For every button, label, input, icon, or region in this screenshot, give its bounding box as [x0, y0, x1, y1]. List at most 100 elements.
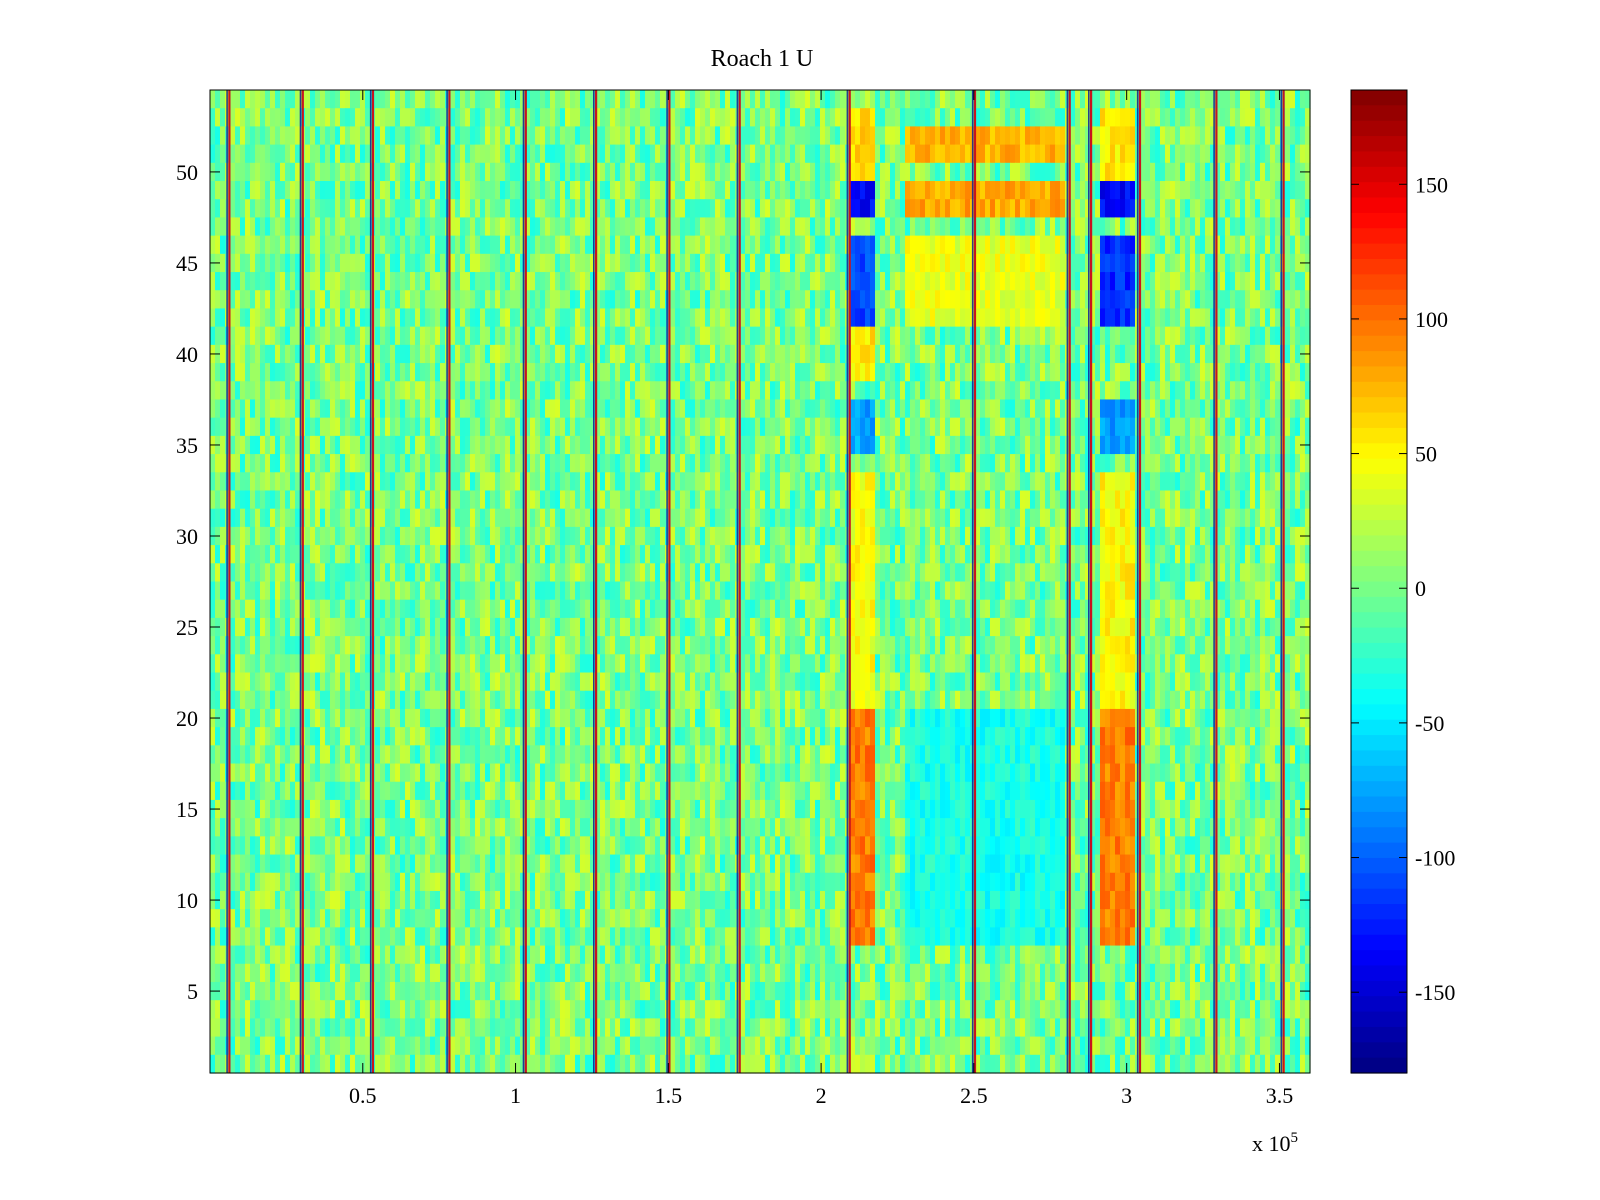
heatmap-cell	[340, 308, 346, 328]
heatmap-cell	[460, 363, 466, 382]
heatmap-cell	[1090, 126, 1096, 146]
heatmap-cell	[1245, 162, 1251, 182]
heatmap-cell	[400, 90, 406, 109]
heatmap-cell	[380, 217, 386, 237]
heatmap-cell	[1270, 454, 1276, 473]
heatmap-cell	[355, 253, 361, 273]
heatmap-cell	[1140, 235, 1146, 255]
heatmap-cell	[715, 290, 721, 310]
heatmap-cell	[1195, 454, 1201, 473]
heatmap-cell	[1115, 90, 1121, 109]
heatmap-cell	[880, 490, 886, 510]
heatmap-cell	[780, 272, 786, 291]
heatmap-cell	[565, 126, 571, 146]
heatmap-cell	[1050, 90, 1056, 109]
heatmap-cell	[545, 290, 551, 310]
heatmap-cell	[790, 381, 796, 401]
heatmap-cell	[515, 126, 521, 146]
heatmap-cell	[1045, 381, 1051, 401]
heatmap-cell	[650, 253, 656, 273]
heatmap-cell	[855, 199, 861, 219]
heatmap-cell	[1040, 363, 1046, 382]
heatmap-cell	[690, 308, 696, 328]
heatmap-cell	[720, 235, 726, 255]
heatmap-cell	[365, 253, 371, 273]
heatmap-cell	[950, 235, 956, 255]
heatmap-cell	[975, 490, 981, 510]
heatmap-cell	[560, 363, 566, 382]
heatmap-cell	[260, 272, 266, 291]
heatmap-cell	[635, 308, 641, 328]
heatmap-cell	[1005, 399, 1011, 419]
heatmap-cell	[790, 181, 796, 200]
heatmap-cell	[1235, 162, 1241, 182]
heatmap-cell	[705, 472, 711, 492]
heatmap-cell	[355, 308, 361, 328]
heatmap-cell	[685, 272, 691, 291]
heatmap-cell	[950, 344, 956, 364]
heatmap-cell	[490, 235, 496, 255]
heatmap-cell	[990, 199, 996, 219]
heatmap-cell	[575, 344, 581, 364]
heatmap-cell	[890, 199, 896, 219]
heatmap-cell	[900, 235, 906, 255]
heatmap-cell	[650, 217, 656, 237]
heatmap-cell	[1035, 363, 1041, 382]
heatmap-cell	[820, 363, 826, 382]
heatmap-cell	[270, 417, 276, 437]
heatmap-cell	[1160, 272, 1166, 291]
heatmap-cell	[850, 472, 856, 492]
heatmap-cell	[835, 399, 841, 419]
heatmap-cell	[1060, 326, 1066, 346]
heatmap-cell	[635, 417, 641, 437]
heatmap-cell	[1020, 162, 1026, 182]
heatmap-cell	[1250, 217, 1256, 237]
heatmap-cell	[1155, 381, 1161, 401]
heatmap-cell	[1080, 435, 1086, 455]
heatmap-cell	[465, 454, 471, 473]
heatmap-cell	[465, 290, 471, 310]
heatmap-cell	[365, 326, 371, 346]
heatmap-cell	[1035, 326, 1041, 346]
heatmap-cell	[795, 272, 801, 291]
heatmap-cell	[385, 363, 391, 382]
heatmap-cell	[1025, 363, 1031, 382]
heatmap-cell	[490, 363, 496, 382]
heatmap-cell	[555, 181, 561, 200]
heatmap-cell	[270, 344, 276, 364]
heatmap-cell	[1200, 290, 1206, 310]
heatmap-cell	[260, 90, 266, 109]
heatmap-cell	[870, 417, 876, 437]
heatmap-cell	[480, 363, 486, 382]
heatmap-cell	[260, 326, 266, 346]
heatmap-cell	[1000, 363, 1006, 382]
heatmap-cell	[855, 472, 861, 492]
heatmap-cell	[1300, 417, 1306, 437]
heatmap-cell	[700, 162, 706, 182]
heatmap-cell	[1215, 363, 1221, 382]
heatmap-cell	[910, 290, 916, 310]
heatmap-cell	[1190, 272, 1196, 291]
heatmap-cell	[915, 399, 921, 419]
heatmap-cell	[1295, 253, 1301, 273]
heatmap-cell	[840, 417, 846, 437]
heatmap-cell	[1075, 363, 1081, 382]
heatmap-cell	[1095, 199, 1101, 219]
heatmap-cell	[1210, 144, 1216, 164]
heatmap-cell	[805, 344, 811, 364]
heatmap-cell	[780, 326, 786, 346]
heatmap-cell	[710, 344, 716, 364]
heatmap-cell	[545, 326, 551, 346]
heatmap-cell	[1275, 381, 1281, 401]
heatmap-cell	[945, 162, 951, 182]
heatmap-cell	[940, 326, 946, 346]
heatmap-cell	[995, 417, 1001, 437]
heatmap-cell	[1265, 181, 1271, 200]
heatmap-cell	[805, 217, 811, 237]
heatmap-cell	[310, 181, 316, 200]
heatmap-cell	[1000, 454, 1006, 473]
heatmap-cell	[390, 344, 396, 364]
heatmap-cell	[795, 108, 801, 127]
heatmap-cell	[865, 454, 871, 473]
heatmap-cell	[925, 381, 931, 401]
